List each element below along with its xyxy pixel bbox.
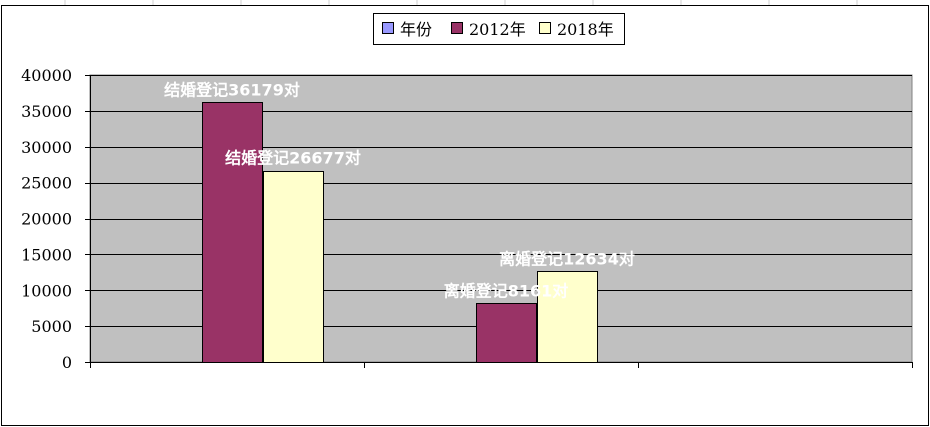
bar-2012-1 (476, 303, 537, 363)
y-tick-label: 40000 (21, 66, 72, 85)
bar-2018-0 (263, 171, 324, 363)
bar-2018-1 (537, 271, 598, 363)
legend-label-2012: 2012年 (469, 20, 526, 39)
data-label: 离婚登记12634对 (499, 249, 635, 268)
y-tick-label: 5000 (31, 317, 72, 336)
legend-box (373, 13, 625, 45)
bar-2012-0 (202, 102, 263, 363)
y-tick-label: 25000 (21, 174, 72, 193)
data-label: 结婚登记36179对 (163, 80, 300, 99)
y-tick-label: 10000 (21, 281, 72, 300)
y-tick-label: 20000 (21, 210, 72, 229)
y-tick-label: 15000 (21, 245, 72, 264)
legend-swatch-2012 (451, 22, 463, 34)
data-label: 结婚登记26677对 (224, 149, 361, 168)
y-axis: 0 5000 10000 15000 20000 25000 30000 35000 40000 (21, 66, 91, 372)
data-label: 离婚登记8161对 (444, 281, 569, 300)
y-tick-label: 35000 (21, 102, 72, 121)
legend-label-year: 年份 (400, 20, 432, 39)
y-tick-label: 30000 (21, 138, 72, 157)
y-tick-label: 0 (62, 353, 72, 372)
spreadsheet-grid-remnant (64, 0, 858, 5)
legend: 年份 2012年 2018年 (373, 13, 625, 45)
legend-label-2018: 2018年 (557, 20, 614, 39)
legend-swatch-year (382, 22, 394, 34)
bars (202, 102, 598, 363)
legend-swatch-2018 (539, 22, 551, 34)
